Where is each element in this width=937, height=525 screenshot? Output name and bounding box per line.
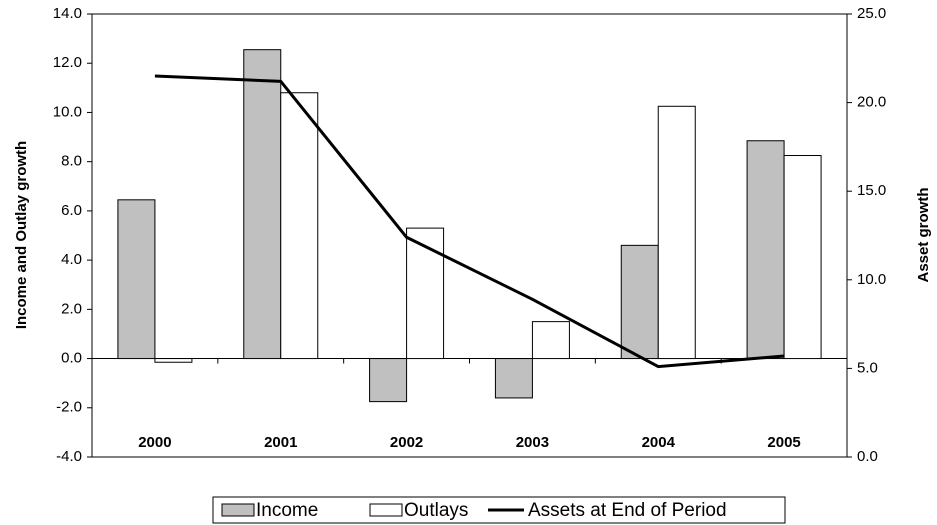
bar: [783, 155, 822, 360]
legend-box: [212, 496, 786, 524]
y2-tick-label: 5.0: [857, 359, 878, 376]
bar: [657, 105, 696, 360]
x-tick-label: 2004: [642, 434, 676, 451]
legend-label: Income: [256, 500, 318, 521]
y-tick-label: 10.0: [53, 103, 82, 120]
y-tick-label: 2.0: [61, 300, 82, 317]
line: [154, 74, 785, 369]
bar: [531, 321, 570, 360]
bar: [280, 92, 319, 360]
y2-tick-label: 10.0: [857, 271, 886, 288]
bar: [243, 49, 282, 360]
y2-tick-label: 25.0: [857, 5, 886, 22]
y2-axis-label: Asset growth: [915, 187, 932, 282]
y-tick-label: 6.0: [61, 202, 82, 219]
legend-swatch: [221, 503, 255, 517]
x-tick-label: 2000: [138, 434, 171, 451]
y-tick-label: 0.0: [61, 350, 82, 367]
bar: [406, 227, 445, 360]
x-tick-label: 2003: [516, 434, 549, 451]
y-tick-label: -2.0: [56, 399, 82, 416]
plot-border: [91, 13, 848, 458]
bar: [746, 140, 785, 360]
legend-swatch: [369, 503, 403, 517]
bar: [369, 358, 408, 403]
bar: [620, 244, 659, 360]
y2-tick-label: 0.0: [857, 448, 878, 465]
x-tick-label: 2002: [390, 434, 423, 451]
y-tick-label: -4.0: [56, 448, 82, 465]
y-axis-label: Income and Outlay growth: [13, 141, 30, 329]
y-tick-label: 12.0: [53, 54, 82, 71]
bar: [117, 199, 156, 360]
y2-tick-label: 15.0: [857, 182, 886, 199]
y-tick-label: 14.0: [53, 5, 82, 22]
x-tick-label: 2001: [264, 434, 297, 451]
y-tick-label: 8.0: [61, 153, 82, 170]
legend-label: Outlays: [404, 500, 468, 521]
bar: [494, 358, 533, 399]
y-tick-label: 4.0: [61, 251, 82, 268]
x-tick-label: 2005: [767, 434, 800, 451]
y2-tick-label: 20.0: [857, 94, 886, 111]
legend-label: Assets at End of Period: [528, 500, 727, 521]
bar: [154, 358, 193, 363]
